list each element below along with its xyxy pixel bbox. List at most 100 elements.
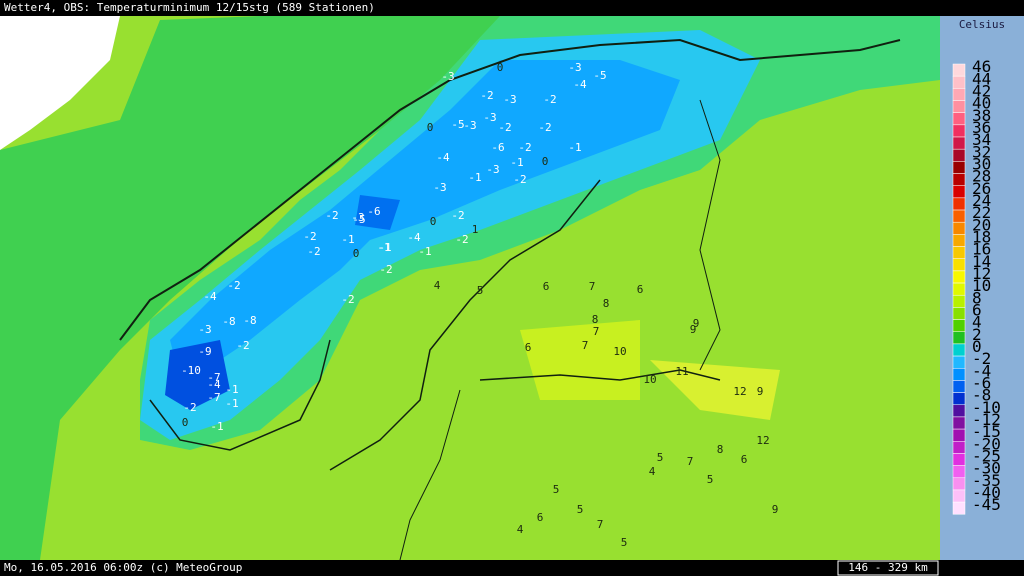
legend-label: 30 (972, 154, 991, 173)
legend-label: -20 (972, 434, 1001, 453)
footer-bar (0, 560, 1024, 576)
station-value: -3 (486, 163, 499, 176)
legend-swatch (952, 234, 966, 247)
legend-label: 38 (972, 106, 991, 125)
station-value: -3 (441, 70, 454, 83)
station-value: 8 (592, 313, 599, 326)
legend-label: 40 (972, 94, 991, 113)
station-value: -4 (207, 378, 221, 391)
station-value: -1 (468, 171, 481, 184)
legend-swatch (952, 63, 966, 77)
station-value: -2 (498, 121, 511, 134)
station-value: -2 (455, 233, 468, 246)
legend-swatch (952, 100, 966, 113)
legend-swatch (952, 416, 966, 430)
header-title: Wetter4, OBS: Temperaturminimum 12/15stg… (4, 1, 375, 14)
legend-label: 8 (972, 288, 982, 307)
legend-swatch (952, 148, 966, 162)
legend-swatch (952, 368, 966, 381)
legend-label: 22 (972, 203, 991, 222)
station-value: 0 (497, 61, 504, 74)
legend-swatch (952, 209, 966, 223)
station-value: -3 (483, 111, 496, 124)
station-value: -1 (225, 383, 238, 396)
station-value: -7 (207, 391, 220, 404)
station-value: 0 (542, 155, 549, 168)
station-value: -3 (503, 93, 516, 106)
legend-swatch (952, 331, 966, 345)
station-value: -3 (568, 61, 581, 74)
legend-label: -15 (972, 422, 1001, 441)
legend-swatch (952, 282, 966, 296)
legend-swatch (952, 88, 966, 101)
station-value: 6 (525, 341, 532, 354)
legend-swatch (952, 124, 966, 138)
station-value: -6 (367, 205, 380, 218)
station-value: -2 (513, 173, 526, 186)
station-value: -5 (593, 69, 606, 82)
station-value: 10 (643, 373, 656, 386)
station-value: 6 (543, 280, 550, 293)
station-value: 6 (537, 511, 544, 524)
legend-label: 4 (972, 313, 982, 332)
station-value: 12 (756, 434, 769, 447)
legend-swatch (952, 258, 966, 272)
station-value: 6 (637, 283, 644, 296)
station-value: -2 (543, 93, 556, 106)
station-value: -1 (418, 245, 431, 258)
legend-label: 0 (972, 337, 982, 356)
legend-swatch (952, 441, 966, 454)
legend-label: 16 (972, 240, 991, 259)
legend-swatch (952, 294, 966, 308)
station-value: 5 (477, 284, 484, 297)
legend-label: -6 (972, 374, 991, 393)
legend-swatch (952, 221, 966, 235)
legend-swatch (952, 197, 966, 211)
station-value: 6 (741, 453, 748, 466)
station-value: -10 (181, 364, 201, 377)
station-value: 1 (472, 223, 479, 236)
legend-label: -40 (972, 483, 1001, 502)
legend-swatch (952, 380, 966, 393)
legend-swatch (952, 489, 966, 503)
station-value: -1 (210, 420, 223, 433)
station-value: -6 (491, 141, 504, 154)
station-value: -4 (436, 151, 450, 164)
legend-swatch (952, 392, 966, 406)
legend-label: 34 (972, 130, 991, 149)
legend-swatch (952, 477, 966, 491)
station-value: 12 (733, 385, 746, 398)
station-value: 8 (717, 443, 724, 456)
station-value: 0 (430, 215, 437, 228)
station-value: -2 (480, 89, 493, 102)
station-value: 7 (589, 280, 596, 293)
station-value: -3 (463, 119, 476, 132)
station-value: -9 (198, 345, 211, 358)
station-value: -5 (352, 213, 365, 226)
station-value: 4 (649, 465, 656, 478)
station-value: 7 (597, 518, 604, 531)
legend-label: 14 (972, 252, 991, 271)
legend-label: 42 (972, 81, 991, 100)
station-value: 5 (577, 503, 584, 516)
station-value: 4 (517, 523, 524, 536)
header-bar (0, 0, 1024, 16)
station-value: 5 (621, 536, 628, 549)
station-value: 5 (553, 483, 560, 496)
station-value: 0 (353, 247, 360, 260)
legend-label: 46 (972, 57, 991, 76)
legend-label: 2 (972, 325, 982, 344)
map-field (0, 16, 940, 561)
station-value: -4 (407, 231, 421, 244)
legend-label: 6 (972, 300, 982, 319)
legend-swatch (952, 112, 966, 126)
legend-label: -25 (972, 447, 1001, 466)
station-value: 4 (434, 279, 441, 292)
station-value: 7 (593, 325, 600, 338)
station-value: -3 (198, 323, 211, 336)
legend-swatch (952, 501, 966, 515)
legend-label: 44 (972, 69, 991, 88)
station-value: 9 (693, 317, 700, 330)
